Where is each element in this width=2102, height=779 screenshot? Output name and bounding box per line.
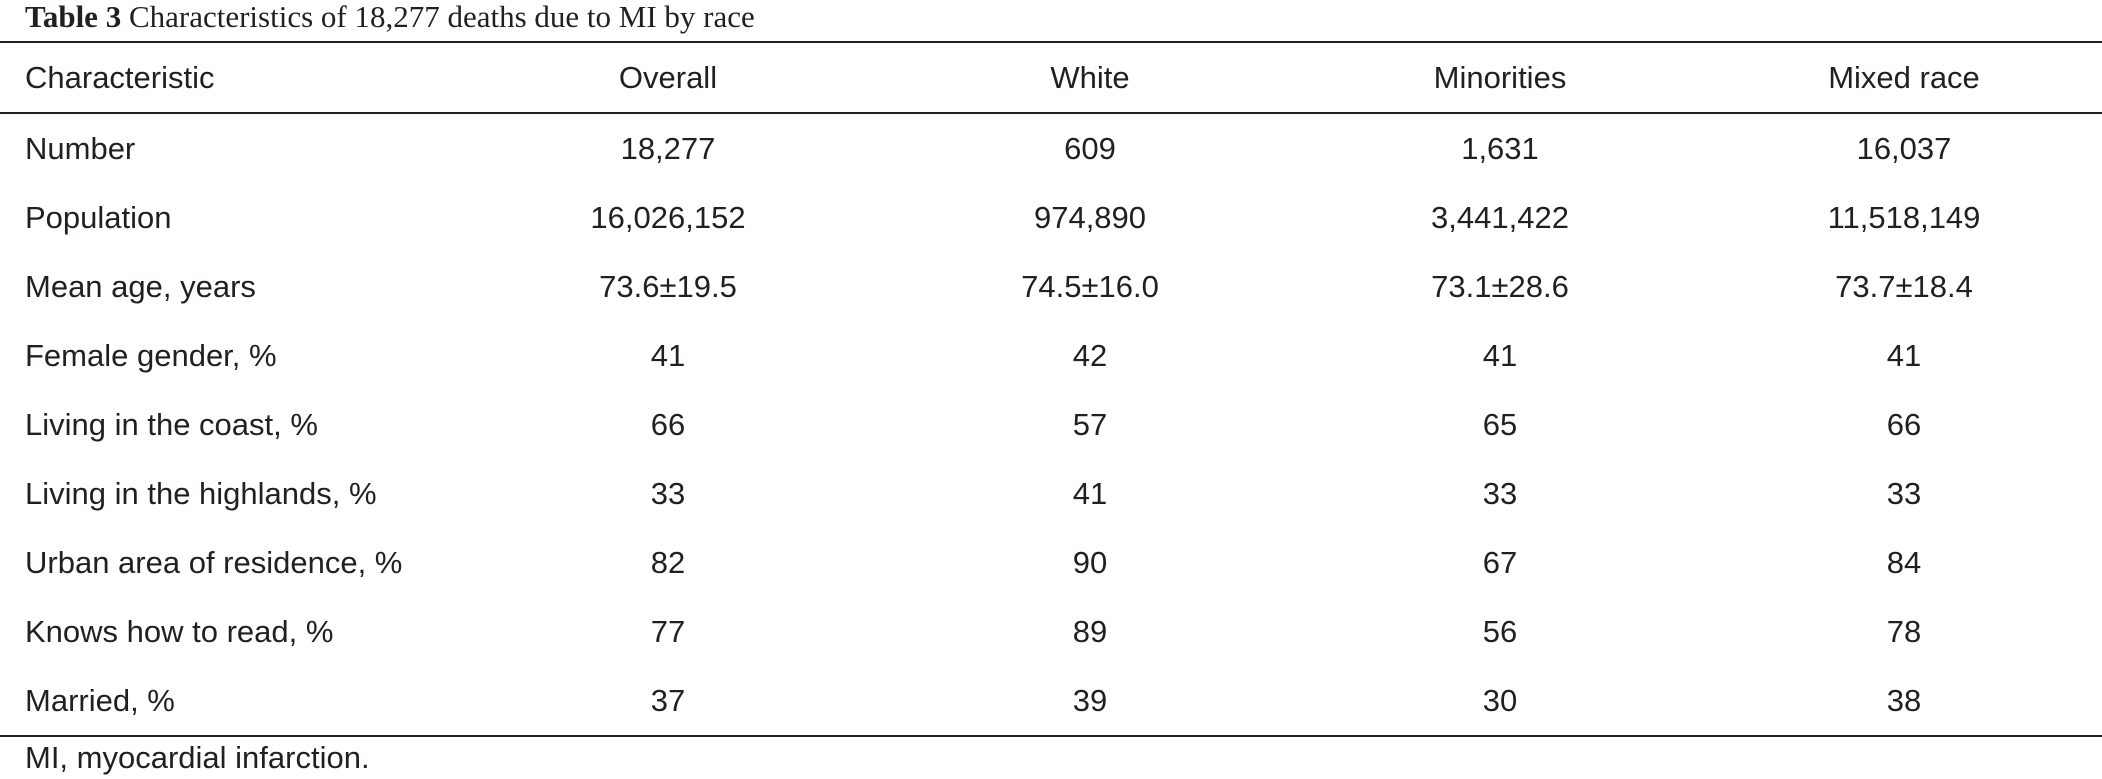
cell-mixed-race: 78 [1886, 613, 1922, 649]
cell-overall: 77 [650, 613, 686, 649]
cell-overall: 82 [650, 544, 686, 580]
cell-mixed-race: 38 [1886, 682, 1922, 718]
cell-overall: 33 [650, 475, 686, 511]
table-title: Characteristics of 18,277 deaths due to … [128, 0, 755, 34]
table-header: Characteristic Overall White Minorities … [0, 42, 2102, 113]
cell-white: 57 [1072, 406, 1108, 442]
header-overall: Overall [618, 59, 718, 95]
cell-characteristic: Mean age, years [25, 268, 256, 304]
cell-white: 89 [1072, 613, 1108, 649]
table-row: Married, % 37 39 30 38 [0, 666, 2102, 736]
table-row: Living in the highlands, % 33 41 33 33 [0, 459, 2102, 528]
cell-overall: 16,026,152 [590, 199, 746, 235]
cell-white: 41 [1072, 475, 1108, 511]
cell-white: 90 [1072, 544, 1108, 580]
cell-minorities: 73.1±28.6 [1431, 268, 1569, 304]
characteristics-table: Characteristic Overall White Minorities … [0, 41, 2102, 737]
cell-mixed-race: 33 [1886, 475, 1922, 511]
cell-white: 39 [1072, 682, 1108, 718]
cell-mixed-race: 84 [1886, 544, 1922, 580]
cell-characteristic: Knows how to read, % [25, 613, 334, 649]
table-row: Population 16,026,152 974,890 3,441,422 11,5… [0, 183, 2102, 252]
cell-characteristic: Living in the coast, % [25, 406, 318, 442]
cell-overall: 37 [650, 682, 686, 718]
table-caption: Table 3 Characteristics of 18,277 deaths… [25, 0, 755, 38]
cell-mixed-race: 41 [1886, 337, 1922, 373]
cell-overall: 18,277 [620, 130, 716, 166]
header-white: White [1050, 59, 1130, 95]
table-body: Number 18,277 609 1,631 16,037 Population 16,0… [0, 113, 2102, 736]
header-row: Characteristic Overall White Minorities … [0, 42, 2102, 113]
cell-overall: 41 [650, 337, 686, 373]
table-row: Number 18,277 609 1,631 16,037 [0, 113, 2102, 183]
table-row: Urban area of residence, % 82 90 67 84 [0, 528, 2102, 597]
table-number: Table 3 [25, 0, 122, 34]
cell-mixed-race: 66 [1886, 406, 1922, 442]
cell-overall: 66 [650, 406, 686, 442]
header-characteristic: Characteristic [25, 59, 215, 95]
cell-minorities: 41 [1482, 337, 1518, 373]
table-row: Female gender, % 41 42 41 41 [0, 321, 2102, 390]
cell-minorities: 33 [1482, 475, 1518, 511]
cell-minorities: 65 [1482, 406, 1518, 442]
cell-characteristic: Female gender, % [25, 337, 277, 373]
cell-minorities: 1,631 [1461, 130, 1539, 166]
table-row: Knows how to read, % 77 89 56 78 [0, 597, 2102, 666]
cell-minorities: 3,441,422 [1431, 199, 1569, 235]
cell-minorities: 67 [1482, 544, 1518, 580]
cell-white: 74.5±16.0 [1021, 268, 1159, 304]
cell-mixed-race: 73.7±18.4 [1835, 268, 1973, 304]
cell-minorities: 30 [1482, 682, 1518, 718]
cell-characteristic: Population [25, 199, 172, 235]
cell-white: 609 [1064, 130, 1116, 166]
header-mixed-race: Mixed race [1828, 59, 1980, 95]
cell-mixed-race: 16,037 [1856, 130, 1952, 166]
header-minorities: Minorities [1433, 59, 1567, 95]
table-footnote: MI, myocardial infarction. [25, 740, 370, 775]
cell-characteristic: Married, % [25, 682, 175, 718]
table-row: Living in the coast, % 66 57 65 66 [0, 390, 2102, 459]
cell-minorities: 56 [1482, 613, 1518, 649]
cell-characteristic: Urban area of residence, % [25, 544, 403, 580]
cell-characteristic: Living in the highlands, % [25, 475, 377, 511]
cell-white: 974,890 [1033, 199, 1147, 235]
cell-white: 42 [1072, 337, 1108, 373]
cell-mixed-race: 11,518,149 [1827, 199, 1981, 235]
table-row: Mean age, years 73.6±19.5 74.5±16.0 73.1±28… [0, 252, 2102, 321]
cell-overall: 73.6±19.5 [599, 268, 737, 304]
cell-characteristic: Number [25, 130, 136, 166]
